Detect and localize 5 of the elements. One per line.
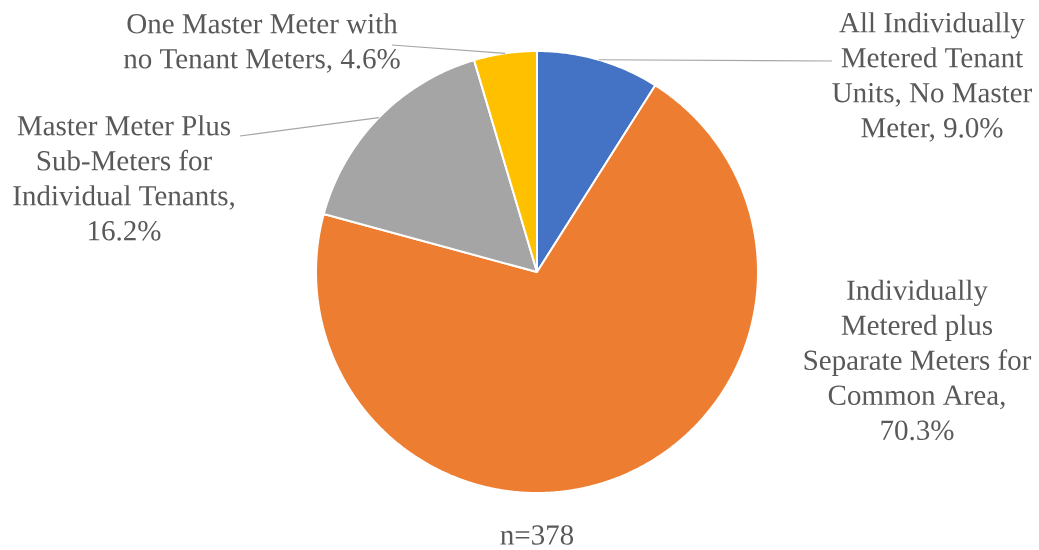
data-label: All Individually Metered Tenant Units, No Master Meter, 9.0%	[832, 12, 1032, 142]
data-label: One Master Meter with no Tenant Meters, 4.6%	[123, 13, 400, 73]
data-label: Individually Metered plus Separate Meters for Common Area, 70.3%	[804, 279, 1032, 441]
text: n=378	[500, 525, 574, 545]
data-label: Master Meter Plus Sub-Meters for Individual Tenants, 16.2%	[13, 115, 234, 241]
